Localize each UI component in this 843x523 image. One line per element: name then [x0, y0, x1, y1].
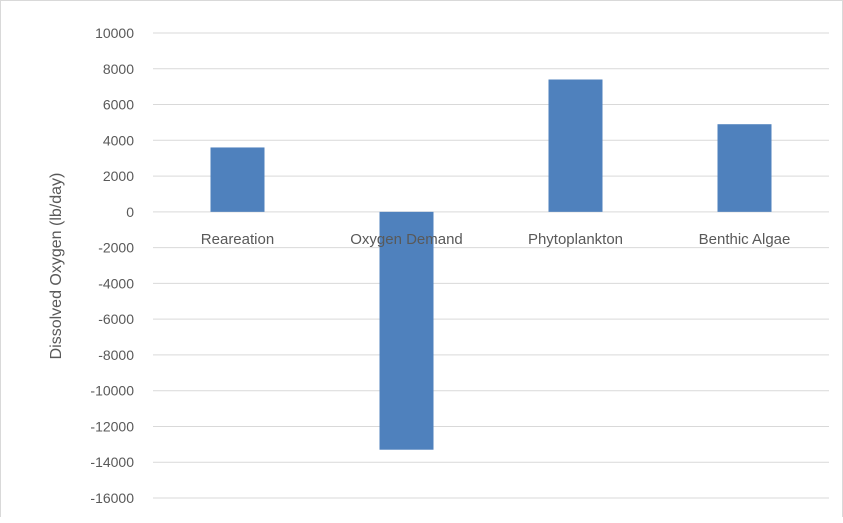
y-tick-label: 10000: [95, 25, 134, 41]
y-tick-label: -16000: [90, 490, 134, 506]
y-tick-label: 0: [126, 204, 134, 220]
bar-benthic-algae: [717, 124, 772, 212]
y-tick-label: 4000: [103, 132, 134, 148]
x-category-label: Reareation: [201, 231, 274, 248]
bar-reareation: [210, 147, 265, 212]
x-category-label: Benthic Algae: [699, 231, 791, 248]
x-axis-category-labels: Reareation Oxygen Demand Phytoplankton Bent…: [201, 231, 791, 248]
bar-phytoplankton: [548, 79, 603, 212]
bar-oxygen-demand: [379, 211, 434, 450]
y-axis-tick-labels: 10000 8000 6000 4000 2000 0 -2000 -4000 -6000 -80…: [90, 25, 134, 506]
y-tick-label: -8000: [98, 347, 134, 363]
y-tick-label: -12000: [90, 418, 134, 434]
y-tick-label: -2000: [98, 240, 134, 256]
x-category-label: Oxygen Demand: [350, 231, 463, 248]
y-tick-label: 8000: [103, 61, 134, 77]
y-tick-label: 6000: [103, 97, 134, 113]
y-tick-label: -14000: [90, 454, 134, 470]
x-category-label: Phytoplankton: [528, 231, 623, 248]
y-tick-label: -10000: [90, 383, 134, 399]
gridlines: [153, 32, 829, 499]
y-tick-label: -6000: [98, 311, 134, 327]
bars: [210, 79, 772, 450]
y-tick-label: -4000: [98, 275, 134, 291]
y-tick-label: 2000: [103, 168, 134, 184]
y-axis-title: Dissolved Oxygen (lb/day): [48, 173, 65, 360]
